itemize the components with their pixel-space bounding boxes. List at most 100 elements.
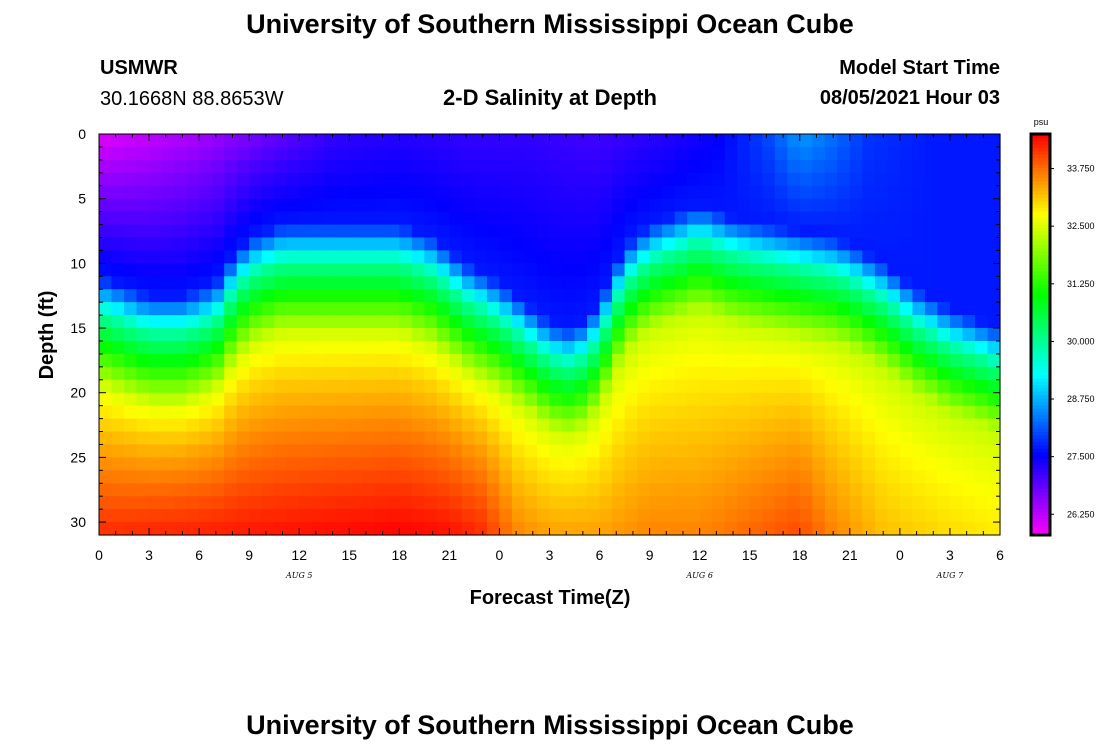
heatmap-cell bbox=[974, 172, 989, 187]
heatmap-cell bbox=[349, 522, 363, 536]
heatmap-cell bbox=[737, 509, 751, 523]
heatmap-cell bbox=[136, 185, 150, 200]
heatmap-cell bbox=[974, 237, 989, 252]
heatmap-cell bbox=[712, 509, 726, 523]
heatmap-cell bbox=[912, 172, 926, 187]
heatmap-cell bbox=[511, 483, 526, 497]
heatmap-cell bbox=[474, 444, 488, 458]
heatmap-cell bbox=[574, 224, 588, 239]
heatmap-cell bbox=[737, 172, 751, 187]
heatmap-cell bbox=[124, 340, 138, 355]
heatmap-cell bbox=[899, 185, 913, 200]
heatmap-cell bbox=[249, 159, 263, 174]
colorbar-swatch bbox=[1031, 244, 1050, 249]
heatmap-cell bbox=[712, 431, 726, 446]
heatmap-cell bbox=[649, 276, 663, 290]
heatmap-cell bbox=[199, 289, 213, 303]
colorbar-swatch bbox=[1031, 247, 1050, 252]
heatmap-cell bbox=[424, 509, 438, 523]
heatmap-cell bbox=[374, 405, 388, 420]
heatmap-cell bbox=[236, 198, 250, 213]
heatmap-cell bbox=[812, 496, 826, 510]
heatmap-cell bbox=[737, 340, 751, 355]
heatmap-cell bbox=[99, 340, 113, 355]
heatmap-cell bbox=[349, 392, 363, 407]
heatmap-cell bbox=[399, 483, 413, 497]
heatmap-cell bbox=[724, 185, 738, 200]
heatmap-cell bbox=[136, 340, 150, 355]
heatmap-cell bbox=[261, 340, 275, 355]
heatmap-cell bbox=[99, 263, 113, 277]
heatmap-cell bbox=[674, 198, 688, 213]
heatmap-cell bbox=[924, 405, 939, 420]
heatmap-cell bbox=[862, 250, 876, 264]
heatmap-cell bbox=[587, 379, 601, 394]
heatmap-cell bbox=[662, 392, 676, 407]
heatmap-cell bbox=[336, 328, 350, 342]
heatmap-cell bbox=[974, 483, 989, 497]
heatmap-cell bbox=[411, 185, 425, 200]
x-tick-label: 21 bbox=[442, 547, 458, 563]
heatmap-cell bbox=[399, 470, 413, 484]
heatmap-cell bbox=[649, 224, 663, 239]
heatmap-cell bbox=[274, 444, 288, 458]
heatmap-cell bbox=[837, 340, 851, 355]
heatmap-cell bbox=[499, 418, 513, 433]
heatmap-cell bbox=[862, 431, 876, 446]
heatmap-cell bbox=[536, 509, 551, 523]
heatmap-cell bbox=[286, 172, 300, 187]
heatmap-cell bbox=[286, 444, 300, 458]
colorbar-tick-label: 26.250 bbox=[1067, 509, 1095, 519]
heatmap-cell bbox=[486, 276, 501, 290]
heatmap-cell bbox=[374, 366, 388, 381]
heatmap-cell bbox=[286, 263, 300, 277]
heatmap-cell bbox=[311, 470, 325, 484]
heatmap-cell bbox=[762, 159, 776, 174]
heatmap-cell bbox=[662, 379, 676, 394]
heatmap-cell bbox=[374, 431, 388, 446]
heatmap-cell bbox=[474, 146, 488, 161]
heatmap-cell bbox=[787, 315, 801, 329]
heatmap-cell bbox=[574, 146, 588, 161]
colorbar-swatch bbox=[1031, 144, 1050, 148]
heatmap-cell bbox=[762, 379, 776, 394]
heatmap-cell bbox=[987, 198, 1001, 213]
x-tick-label: 3 bbox=[145, 547, 153, 563]
heatmap-cell bbox=[862, 457, 876, 471]
heatmap-cell bbox=[99, 198, 113, 213]
heatmap-cell bbox=[599, 289, 613, 303]
heatmap-cell bbox=[612, 444, 626, 458]
heatmap-cell bbox=[749, 289, 763, 303]
heatmap-cell bbox=[762, 457, 776, 471]
heatmap-cell bbox=[274, 379, 288, 394]
heatmap-cell bbox=[749, 328, 763, 342]
heatmap-cell bbox=[962, 211, 976, 226]
colorbar-swatch bbox=[1031, 224, 1050, 229]
heatmap-cell bbox=[749, 146, 763, 161]
heatmap-cell bbox=[411, 289, 425, 303]
heatmap-cell bbox=[887, 315, 901, 329]
heatmap-cell bbox=[199, 134, 213, 148]
heatmap-cell bbox=[436, 237, 450, 252]
heatmap-cell bbox=[799, 483, 813, 497]
x-tick-label: 0 bbox=[896, 547, 904, 563]
heatmap-cell bbox=[574, 185, 588, 200]
heatmap-cell bbox=[874, 366, 888, 381]
heatmap-cell bbox=[249, 211, 263, 226]
heatmap-cell bbox=[724, 392, 738, 407]
heatmap-cell bbox=[149, 224, 163, 239]
heatmap-cell bbox=[224, 250, 238, 264]
heatmap-cell bbox=[336, 198, 350, 213]
heatmap-cell bbox=[461, 237, 476, 252]
heatmap-cell bbox=[549, 146, 563, 161]
heatmap-cell bbox=[461, 379, 476, 394]
heatmap-cell bbox=[161, 134, 175, 148]
heatmap-cell bbox=[662, 444, 676, 458]
heatmap-cell bbox=[837, 198, 851, 213]
heatmap-cell bbox=[136, 418, 150, 433]
heatmap-cell bbox=[161, 328, 175, 342]
heatmap-cell bbox=[699, 483, 713, 497]
heatmap-cell bbox=[486, 250, 501, 264]
heatmap-cell bbox=[261, 444, 275, 458]
heatmap-cell bbox=[399, 379, 413, 394]
